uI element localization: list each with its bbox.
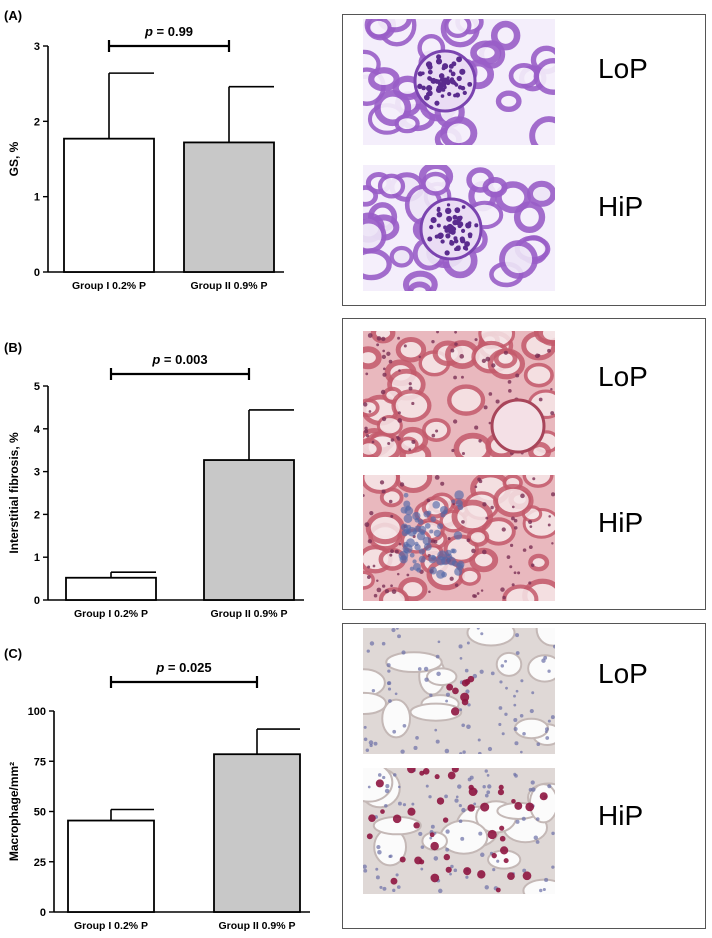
bar-chart-c: (C) 0 25 50 75 100 Macrophage/mm² Group I 0.2% … [4,646,310,932]
micrograph-box-c: LoP HiP [342,623,706,929]
panel-label: (B) [4,340,22,355]
y-tick-label: 1 [34,552,40,564]
bar [67,819,155,913]
micrograph-label-lop: LoP [598,53,648,84]
x-tick-label: Group II 0.9% P [218,920,295,932]
panel-label: (C) [4,646,22,661]
y-tick-label: 4 [34,424,41,436]
micrograph-a-hip [363,165,555,291]
bar [203,459,295,601]
y-tick-label: 50 [34,807,46,819]
micrograph-c-lop [363,628,555,754]
micrograph-b-hip [363,475,555,601]
bar-chart-b: (B) 0 1 2 3 4 5 Interstitial fibrosis, % Group I… [4,340,304,620]
bar [213,753,301,913]
y-tick-label: 3 [34,41,40,53]
micrograph-label-lop: LoP [598,361,648,392]
panel-label: (A) [4,8,22,23]
x-tick-label: Group I 0.2% P [74,920,148,932]
y-tick-label: 2 [34,116,40,128]
micrograph-label-hip: HiP [598,507,644,538]
x-tick-label: Group II 0.9% P [190,280,267,292]
bar [65,576,157,601]
y-axis-label: Interstitial fibrosis, % [7,432,21,554]
chart-panel-b: (B) 0 1 2 3 4 5 Interstitial fibrosis, % Group I… [0,318,320,620]
x-tick-label: Group I 0.2% P [74,608,148,620]
p-value-annotation: p = 0.003 [151,352,207,367]
micrograph-box-a: LoP HiP [342,14,706,306]
micrograph-label-hip: HiP [598,800,644,831]
bar-chart-a: (A) 0 1 2 3 GS, % Group I 0.2% P Group II 0.9% … [4,8,284,292]
y-tick-label: 0 [34,595,40,607]
y-axis-label: Macrophage/mm² [7,762,21,861]
x-tick-label: Group II 0.9% P [210,608,287,620]
y-tick-label: 0 [34,267,40,279]
y-tick-label: 25 [34,857,46,869]
x-tick-label: Group I 0.2% P [72,280,146,292]
p-value-annotation: p = 0.025 [155,660,211,675]
y-tick-label: 1 [34,192,40,204]
y-tick-label: 75 [34,756,46,768]
y-tick-label: 5 [34,381,40,393]
micrograph-label-hip: HiP [598,191,644,222]
bar [63,137,155,273]
chart-panel-c: (C) 0 25 50 75 100 Macrophage/mm² Group I 0.2% … [0,620,320,938]
p-value-annotation: p = 0.99 [144,24,193,39]
micrograph-b-lop [363,331,555,457]
y-axis-label: GS, % [7,141,21,176]
bar [183,141,275,273]
y-tick-label: 100 [28,706,46,718]
y-tick-label: 0 [40,907,46,919]
micrograph-label-lop: LoP [598,658,648,689]
micrograph-a-lop [363,19,555,145]
y-tick-label: 3 [34,467,40,479]
micrograph-c-hip [363,768,555,894]
chart-panel-a: (A) 0 1 2 3 GS, % Group I 0.2% P Group II 0.9% … [0,0,320,300]
micrograph-box-b: LoP HiP [342,318,706,610]
y-tick-label: 2 [34,509,40,521]
